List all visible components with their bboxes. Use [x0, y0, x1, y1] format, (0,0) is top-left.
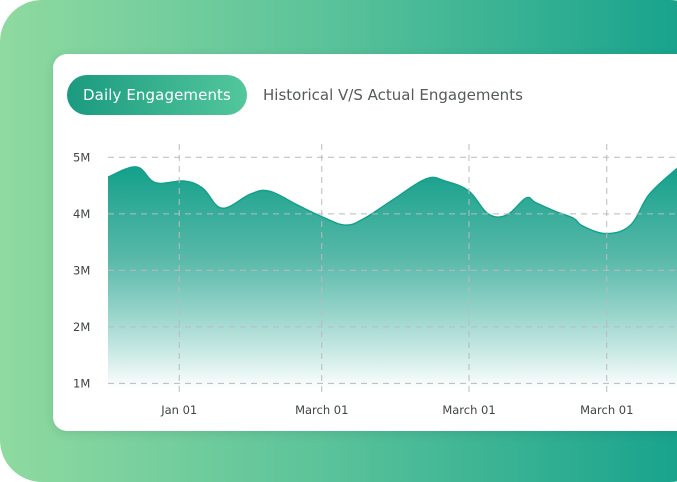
y-tick-label: 5M [73, 150, 90, 164]
tab-historical-vs-actual[interactable]: Historical V/S Actual Engagements [263, 86, 523, 104]
x-tick-label: March 01 [580, 403, 633, 417]
chart-card: Daily Engagements Historical V/S Actual … [53, 54, 677, 431]
y-tick-label: 1M [73, 376, 90, 390]
y-axis: 1M 2M 3M 4M 5M [73, 150, 90, 390]
x-tick-label: March 01 [442, 403, 495, 417]
y-tick-label: 2M [73, 320, 90, 334]
area-chart: 1M 2M 3M 4M 5M Jan 01 March 01 March 01 March 0… [73, 144, 677, 417]
area-layer [107, 166, 677, 389]
series-area-engagements [108, 166, 677, 389]
tab-daily-engagements[interactable]: Daily Engagements [67, 75, 247, 115]
y-tick-label: 3M [73, 263, 90, 277]
x-tick-label: March 01 [295, 403, 348, 417]
y-tick-label: 4M [73, 207, 90, 221]
x-tick-label: Jan 01 [160, 403, 197, 417]
grid-layer [108, 144, 677, 395]
x-axis: Jan 01 March 01 March 01 March 01 [160, 403, 633, 417]
series-line-engagements [107, 166, 677, 235]
